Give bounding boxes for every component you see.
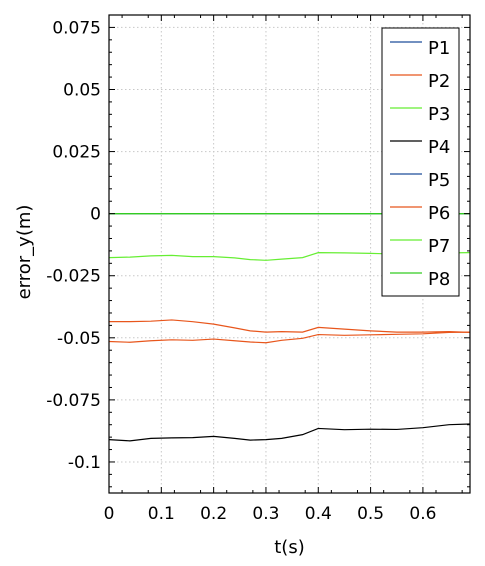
y-tick-label: 0: [90, 205, 101, 225]
legend-label-p5: P5: [428, 170, 450, 191]
y-tick-label: -0.1: [68, 453, 101, 473]
x-tick-label: 0.1: [148, 504, 175, 524]
legend-label-p7: P7: [428, 236, 450, 257]
y-tick-label: -0.075: [46, 391, 101, 411]
x-tick-label: 0.6: [409, 504, 436, 524]
x-tick-label: 0.4: [305, 504, 332, 524]
legend-label-p3: P3: [428, 104, 450, 125]
y-tick-label: 0.05: [63, 80, 101, 100]
x-tick-label: 0: [104, 504, 115, 524]
x-tick-label: 0.3: [252, 504, 279, 524]
x-tick-label: 0.2: [200, 504, 227, 524]
legend: P1 P2 P3 P4 P5 P6 P7 P8: [382, 28, 459, 296]
y-tick-label: 0.075: [52, 18, 101, 38]
x-axis-label: t(s): [274, 537, 304, 558]
y-tick-label: 0.025: [52, 143, 101, 163]
legend-label-p1: P1: [428, 38, 450, 59]
y-tick-label: -0.025: [46, 267, 101, 287]
x-tick-label: 0.5: [357, 504, 384, 524]
legend-label-p8: P8: [428, 269, 450, 290]
y-axis-label: error_y(m): [14, 205, 35, 300]
legend-label-p2: P2: [428, 71, 450, 92]
y-tick-label: -0.05: [57, 329, 101, 349]
legend-label-p6: P6: [428, 203, 450, 224]
legend-label-p4: P4: [428, 137, 450, 158]
